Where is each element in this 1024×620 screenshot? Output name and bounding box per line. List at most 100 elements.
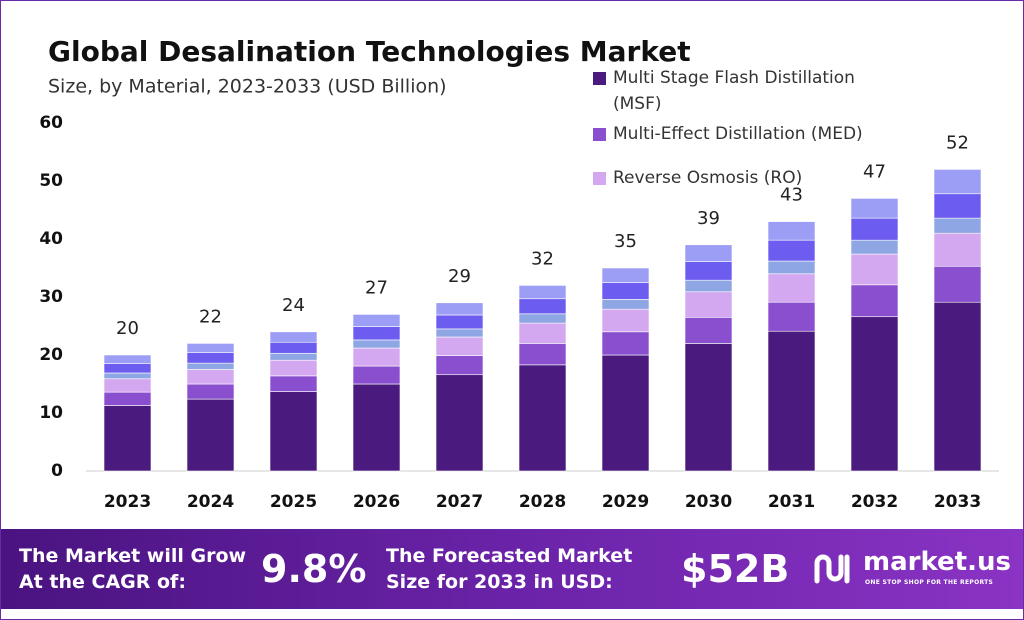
bar-segment xyxy=(435,302,484,316)
bar-segment xyxy=(850,198,899,219)
bar-segment xyxy=(269,331,318,343)
total-label: 24 xyxy=(282,295,305,316)
bar-segment xyxy=(684,291,733,318)
total-label: 35 xyxy=(614,231,637,252)
bar-segment xyxy=(269,341,318,354)
bar-segment xyxy=(352,347,401,367)
x-tick-label: 2029 xyxy=(602,492,649,512)
bar-segment xyxy=(435,314,484,330)
bar-segment xyxy=(518,285,567,300)
bar-segment xyxy=(435,374,484,472)
bar-segment xyxy=(684,316,733,344)
forecast-line: Size for 2033 in USD: xyxy=(386,571,613,593)
legend-label: Multi-Effect Distillation (MED) xyxy=(613,124,863,144)
y-tick-label: 20 xyxy=(39,345,63,365)
bar-segment xyxy=(933,265,982,303)
legend-label: Reverse Osmosis (RO) xyxy=(613,168,803,188)
bar-segment xyxy=(352,383,401,472)
bar-segment xyxy=(518,343,567,366)
bar-segment xyxy=(186,352,235,364)
bar-segment xyxy=(186,383,235,400)
forecast-text: The Forecasted Market Size for 2033 in U… xyxy=(386,543,632,595)
total-label: 32 xyxy=(531,248,554,269)
legend-item: Multi Stage Flash Distillation (MSF) xyxy=(593,65,893,117)
legend: Multi Stage Flash Distillation (MSF) Mult… xyxy=(593,65,893,195)
bar-segment xyxy=(684,343,733,472)
chart: Global Desalination Technologies Market … xyxy=(39,35,999,512)
bar-segment xyxy=(269,359,318,377)
bar-segment xyxy=(850,284,899,318)
x-tick-label: 2033 xyxy=(934,492,981,512)
x-tick-label: 2026 xyxy=(353,492,400,512)
total-label: 43 xyxy=(780,185,803,206)
brand-tagline: ONE STOP SHOP FOR THE REPORTS xyxy=(865,579,994,586)
bar-segment xyxy=(518,364,567,472)
bar-segment xyxy=(933,301,982,472)
chart-title: Global Desalination Technologies Market xyxy=(48,35,691,68)
bar-segment xyxy=(767,260,816,275)
total-label: 39 xyxy=(697,208,720,229)
bar-segment xyxy=(103,391,152,406)
cagr-value: 9.8% xyxy=(261,547,367,591)
brand-name: market.us xyxy=(863,547,1011,577)
legend-swatch xyxy=(593,72,606,85)
bar-segment xyxy=(269,375,318,392)
x-tick-label: 2024 xyxy=(187,492,234,512)
bar-segment xyxy=(435,355,484,376)
total-label: 29 xyxy=(448,266,471,287)
bar-segment xyxy=(103,378,152,393)
x-tick-label: 2027 xyxy=(436,492,483,512)
y-tick-label: 0 xyxy=(51,461,63,481)
bar-segment xyxy=(103,405,152,472)
bar-segment xyxy=(601,308,650,333)
y-tick-label: 50 xyxy=(39,171,63,191)
y-tick-label: 10 xyxy=(39,403,63,423)
cagr-text: The Market will Grow At the CAGR of: xyxy=(19,543,246,595)
bar-segment xyxy=(850,217,899,241)
cagr-line: The Market will Grow xyxy=(19,545,247,567)
legend-item: Multi-Effect Distillation (MED) xyxy=(593,121,893,147)
total-label: 22 xyxy=(199,306,222,327)
total-label: 52 xyxy=(946,132,969,153)
bar-segment xyxy=(352,326,401,341)
bar-segment xyxy=(933,232,982,267)
bar-segment xyxy=(103,363,152,374)
cagr-line: At the CAGR of: xyxy=(19,571,186,593)
bar-segment xyxy=(684,261,733,281)
bar-segment xyxy=(269,352,318,361)
bar-segment xyxy=(103,354,152,364)
bar-segment xyxy=(601,267,650,283)
bar-segment xyxy=(601,354,650,472)
legend-swatch xyxy=(593,172,606,185)
bar-segment xyxy=(352,365,401,385)
bar-segment xyxy=(933,169,982,195)
bar-segment xyxy=(933,193,982,219)
bar-segment xyxy=(352,314,401,327)
bar-segment xyxy=(933,217,982,234)
legend-item: Reverse Osmosis (RO) xyxy=(593,165,893,191)
bar-segment xyxy=(850,316,899,472)
bar-segment xyxy=(352,339,401,349)
bar-segment xyxy=(186,398,235,472)
x-tick-label: 2028 xyxy=(519,492,566,512)
bar-segment xyxy=(518,322,567,344)
footer-banner: The Market will Grow At the CAGR of: 9.8… xyxy=(1,529,1023,609)
total-label: 27 xyxy=(365,277,388,298)
x-tick-label: 2030 xyxy=(685,492,732,512)
bar-segment xyxy=(767,330,816,472)
bar-segment xyxy=(850,253,899,286)
x-tick-label: 2025 xyxy=(270,492,317,512)
bar-segment xyxy=(767,273,816,303)
bar-segment xyxy=(684,244,733,262)
bar-segment xyxy=(518,298,567,315)
bar-segment xyxy=(601,282,650,300)
x-tick-label: 2031 xyxy=(768,492,815,512)
legend-label: Multi Stage Flash Distillation (MSF) xyxy=(613,68,855,114)
bar-segment xyxy=(269,391,318,472)
x-tick-label: 2023 xyxy=(104,492,151,512)
total-label: 20 xyxy=(116,318,139,339)
forecast-value: $52B xyxy=(681,547,790,591)
y-tick-label: 40 xyxy=(39,229,63,249)
total-label: 47 xyxy=(863,161,886,182)
